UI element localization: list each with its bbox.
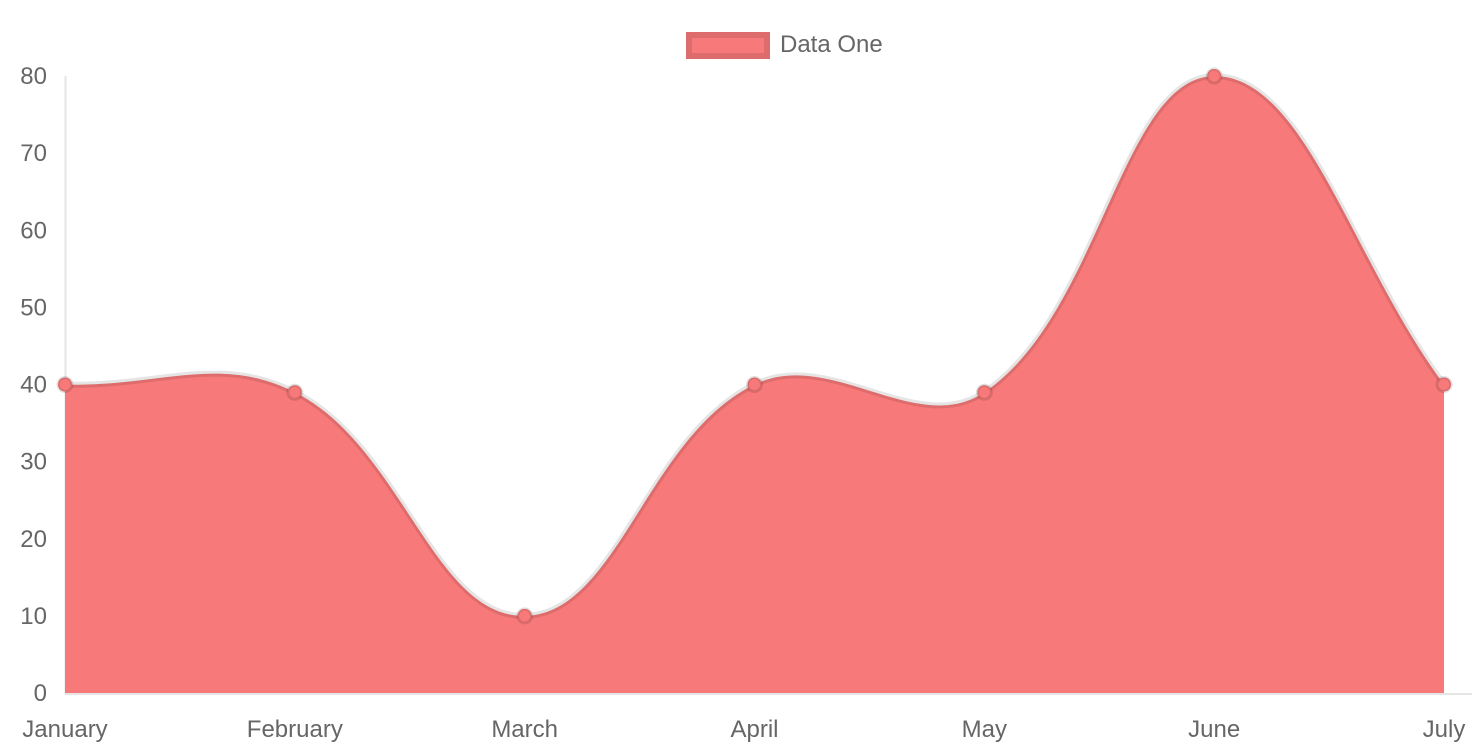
x-axis-tick-label: April — [730, 716, 778, 743]
legend-label: Data One — [780, 31, 883, 58]
x-axis-tick-label: February — [247, 716, 343, 743]
legend-item-data-one[interactable]: Data One — [686, 31, 883, 59]
x-axis-tick-label: June — [1188, 716, 1240, 743]
y-axis-tick-label: 10 — [20, 603, 47, 630]
data-point[interactable] — [516, 607, 534, 625]
x-axis-tick-label: May — [962, 716, 1007, 743]
x-axis-tick-label: January — [22, 716, 107, 743]
x-axis-tick-label: March — [491, 716, 558, 743]
data-point[interactable] — [975, 383, 993, 401]
data-point[interactable] — [1435, 376, 1453, 393]
y-axis-tick-label: 60 — [20, 217, 47, 244]
data-point[interactable] — [286, 383, 304, 401]
data-point[interactable] — [746, 376, 763, 393]
data-point[interactable] — [1205, 67, 1223, 85]
y-axis-tick-label: 70 — [20, 140, 47, 167]
y-axis-tick-label: 30 — [20, 449, 47, 476]
y-axis-tick-label: 80 — [20, 63, 47, 90]
y-axis-tick-label: 50 — [20, 294, 47, 321]
x-axis-tick-label: July — [1423, 716, 1466, 743]
data-point[interactable] — [56, 376, 74, 393]
legend-swatch — [686, 31, 770, 59]
y-axis-tick-label: 20 — [20, 526, 47, 553]
y-axis-tick-label: 40 — [20, 372, 47, 399]
y-axis-tick-label: 0 — [34, 680, 47, 707]
